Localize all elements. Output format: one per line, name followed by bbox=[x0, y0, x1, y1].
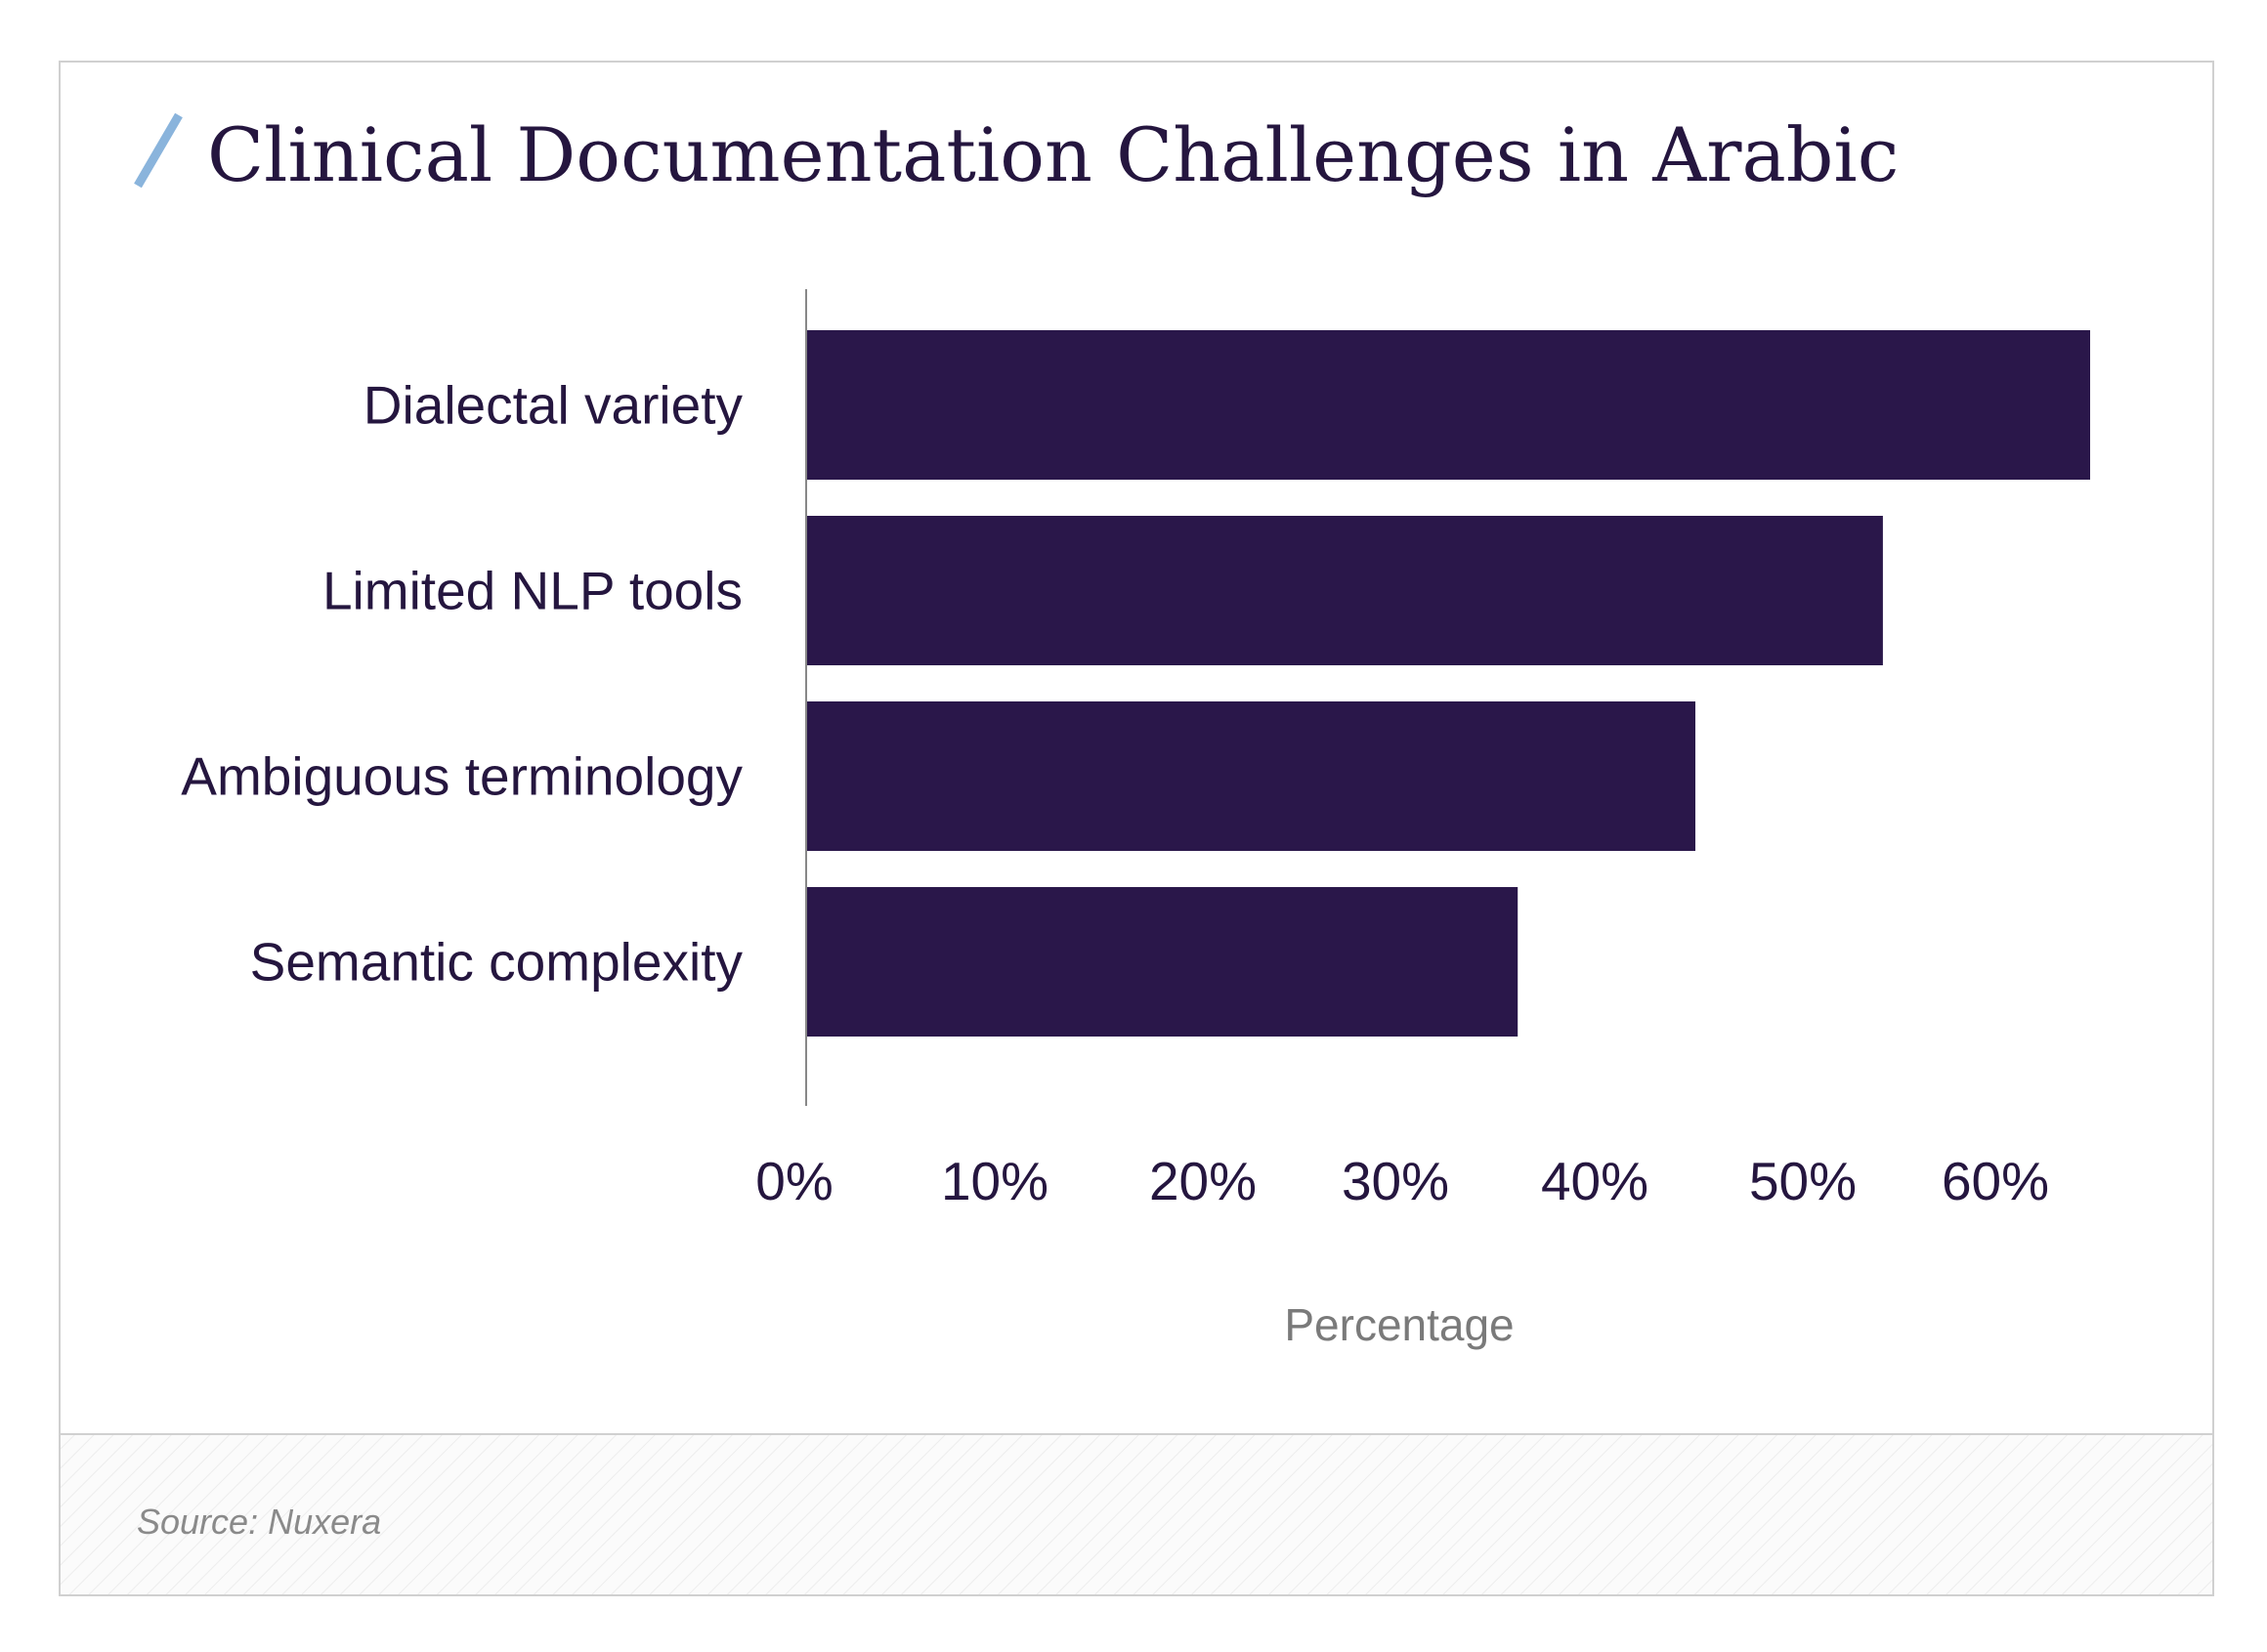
bar-limited-nlp-tools bbox=[807, 516, 1883, 665]
x-tick-label: 10% bbox=[941, 1151, 1048, 1211]
x-axis-title: Percentage bbox=[1284, 1299, 1514, 1350]
bar-ambiguous-terminology bbox=[807, 701, 1695, 851]
bar-dialectal-variety bbox=[807, 330, 2090, 480]
category-label: Limited NLP tools bbox=[322, 561, 743, 621]
x-tick-label: 40% bbox=[1541, 1151, 1648, 1211]
category-label: Ambiguous terminology bbox=[181, 746, 743, 807]
x-tick-label: 0% bbox=[755, 1151, 834, 1211]
chart-title: Clinical Documentation Challenges in Ara… bbox=[207, 111, 1899, 198]
category-label: Semantic complexity bbox=[250, 932, 744, 993]
x-tick-label: 30% bbox=[1342, 1151, 1449, 1211]
bars-layer bbox=[807, 330, 2090, 1037]
source-note: Source: Nuxera bbox=[137, 1502, 381, 1542]
x-tick-labels: 0% 10% 20% 30% 40% 50% 60% bbox=[755, 1151, 2049, 1211]
bar-semantic-complexity bbox=[807, 887, 1518, 1037]
x-tick-label: 50% bbox=[1749, 1151, 1857, 1211]
title-accent-slash bbox=[134, 112, 183, 189]
x-tick-label: 20% bbox=[1149, 1151, 1257, 1211]
category-label: Dialectal variety bbox=[364, 375, 744, 436]
x-tick-label: 60% bbox=[1942, 1151, 2049, 1211]
category-labels: Dialectal variety Limited NLP tools Ambigu… bbox=[181, 375, 743, 993]
footer-band bbox=[61, 1434, 2212, 1594]
